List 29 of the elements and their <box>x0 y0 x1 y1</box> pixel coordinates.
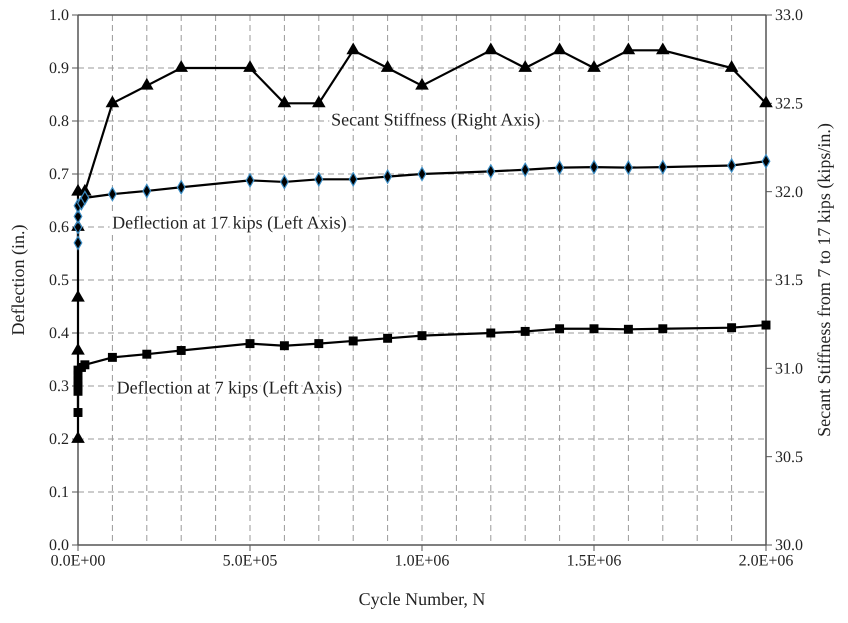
y-tick-label: 0.9 <box>49 60 69 78</box>
x-tick-label: 5.0E+05 <box>222 552 278 570</box>
y-tick-label: 0.6 <box>49 219 69 236</box>
y2-tick-label: 32.5 <box>775 95 803 112</box>
y-tick-label: 0.2 <box>49 431 69 448</box>
y-tick-label: 0.7 <box>49 166 69 184</box>
y-tick-label: 0.8 <box>49 113 69 130</box>
series-label: Deflection at 17 kips (Left Axis) <box>112 212 347 232</box>
series-label: Deflection at 7 kips (Left Axis) <box>116 378 342 398</box>
y-axis-title: Deflection (in.) <box>8 224 28 336</box>
y-tick-label: 1.0 <box>49 7 69 24</box>
y-tick-label: 0.4 <box>49 325 69 342</box>
x-tick-label: 2.0E+06 <box>738 552 794 570</box>
x-tick-label: 1.0E+06 <box>394 552 450 570</box>
y-tick-label: 0.1 <box>49 484 69 502</box>
y2-tick-label: 32.0 <box>775 184 803 201</box>
y-tick-label: 0.0 <box>49 537 69 554</box>
y2-tick-label: 30.0 <box>775 537 803 554</box>
x-tick-label: 1.5E+06 <box>566 552 622 570</box>
y-tick-label: 0.5 <box>49 272 69 290</box>
y2-tick-label: 31.0 <box>775 360 803 378</box>
y2-axis-title: Secant Stiffness from 7 to 17 kips (kips/in.) <box>814 123 834 437</box>
y2-tick-label: 30.5 <box>775 448 803 466</box>
x-tick-label: 0.0E+00 <box>50 552 106 570</box>
series-label: Secant Stiffness (Right Axis) <box>331 110 540 130</box>
y-tick-label: 0.3 <box>49 378 69 396</box>
y2-tick-label: 31.5 <box>775 272 803 290</box>
y2-tick-label: 33.0 <box>775 7 803 24</box>
x-axis-title: Cycle Number, N <box>358 589 486 609</box>
